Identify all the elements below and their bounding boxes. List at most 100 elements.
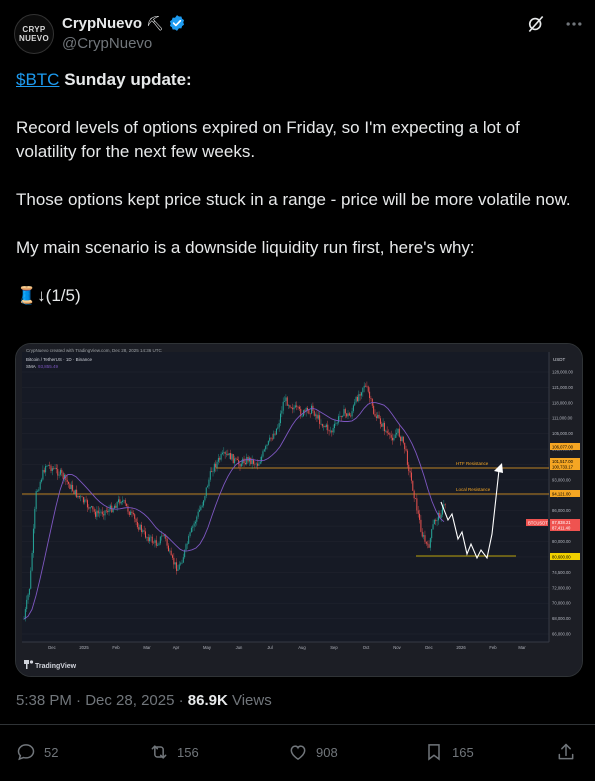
x-tick-label: Mar — [518, 645, 526, 650]
reply-count: 52 — [44, 744, 59, 760]
candle-body — [207, 486, 209, 488]
candle-body — [147, 537, 149, 542]
candle-body — [77, 495, 79, 498]
candle-body — [332, 428, 334, 433]
candle-body — [124, 500, 126, 504]
repost-button[interactable]: 156 — [149, 742, 199, 762]
candle-body — [61, 469, 63, 473]
candle-body — [169, 550, 171, 552]
sma-label: SMA — [26, 364, 36, 369]
candle-body — [377, 414, 379, 418]
grok-icon[interactable] — [526, 14, 546, 34]
candle-body — [64, 474, 65, 479]
candle-body — [122, 500, 124, 502]
candle-body — [113, 505, 115, 509]
candle-body — [136, 522, 138, 528]
candle-body — [281, 410, 283, 414]
bookmark-button[interactable]: 165 — [424, 742, 474, 762]
candle-body — [201, 505, 203, 507]
bookmark-icon — [428, 744, 440, 761]
candle-body — [313, 410, 315, 416]
candle-body — [153, 542, 155, 544]
candle-body — [244, 463, 246, 465]
candle-body — [140, 524, 142, 532]
y-tick-label: 105,000.00 — [552, 431, 574, 436]
symbol-tag: BTCUSDT — [528, 521, 548, 526]
candle-body — [230, 453, 232, 460]
like-count: 908 — [316, 744, 338, 760]
candle-body — [261, 456, 263, 462]
candle-body — [370, 397, 372, 399]
candle-body — [215, 463, 217, 468]
candle-body — [255, 463, 257, 465]
candle-body — [365, 385, 367, 387]
tradingview-logo-icon — [24, 660, 34, 669]
candle-body — [339, 415, 341, 417]
candle-body — [308, 410, 310, 414]
candle-body — [72, 484, 74, 491]
candle-body — [393, 438, 395, 441]
share-button[interactable] — [556, 742, 576, 762]
candle-body — [196, 516, 198, 522]
candle-body — [178, 564, 180, 570]
candle-body — [439, 512, 441, 519]
candle-body — [327, 424, 329, 431]
candle-body — [334, 423, 335, 429]
price-tag-htf-b: 100,733.17 — [552, 465, 574, 470]
candle-body — [199, 509, 200, 512]
candle-body — [282, 401, 284, 411]
chart-header-text: CrypNuevo created with TradingView.com, … — [26, 348, 162, 353]
candle-body — [78, 495, 80, 498]
candle-body — [37, 490, 38, 492]
x-tick-label: Apr — [173, 645, 180, 650]
candle-body — [130, 511, 132, 515]
candle-body — [38, 489, 40, 491]
author-handle[interactable]: @CrypNuevo — [62, 35, 153, 52]
chart-image[interactable]: CrypNuevo created with TradingView.com, … — [15, 343, 583, 677]
candle-body — [413, 490, 415, 499]
candle-body — [238, 460, 240, 465]
candle-body — [159, 536, 161, 544]
candle-body — [359, 394, 361, 396]
candle-body — [410, 472, 412, 481]
tweet-time[interactable]: 5:38 PM — [16, 692, 72, 709]
candle-body — [234, 458, 236, 464]
candle-body — [51, 468, 53, 471]
projection-arrow-head — [494, 463, 503, 473]
candle-body — [182, 557, 184, 563]
candle-body — [70, 484, 72, 490]
candle-body — [254, 463, 256, 465]
candle-body — [128, 511, 130, 515]
x-tick-label: Aug — [298, 645, 306, 650]
btc-cashtag-link[interactable]: $BTC — [16, 70, 60, 89]
tweet-header: CRYP NUEVO CrypNuevo ⛏ @CrypNuevo — [14, 12, 584, 56]
reply-button[interactable]: 52 — [16, 742, 58, 762]
candle-body — [435, 519, 437, 522]
candle-body — [54, 467, 56, 469]
price-tag-current: 87,838.21 — [552, 520, 571, 525]
candle-body — [27, 594, 29, 600]
candle-body — [192, 526, 194, 528]
y-tick-label: 68,000.00 — [552, 616, 571, 621]
candle-body — [82, 497, 84, 503]
sma-value: 93,855.49 — [38, 364, 59, 369]
candle-body — [262, 451, 264, 457]
display-name[interactable]: CrypNuevo — [62, 14, 143, 32]
candle-body — [177, 569, 179, 571]
more-options-icon[interactable] — [564, 14, 584, 34]
candle-body — [68, 481, 70, 484]
candle-body — [188, 536, 190, 544]
avatar[interactable]: CRYP NUEVO — [14, 14, 54, 54]
candle-body — [108, 509, 110, 513]
candle-body — [154, 540, 156, 543]
candle-body — [286, 397, 288, 406]
candle-body — [329, 430, 331, 432]
tweet-date[interactable]: Dec 28, 2025 — [85, 692, 175, 709]
candle-body — [367, 386, 369, 392]
candle-body — [163, 535, 165, 537]
candle-body — [253, 459, 254, 464]
like-button[interactable]: 908 — [288, 742, 338, 762]
candle-body — [379, 418, 381, 424]
candle-body — [109, 505, 111, 510]
candle-body — [369, 391, 371, 398]
